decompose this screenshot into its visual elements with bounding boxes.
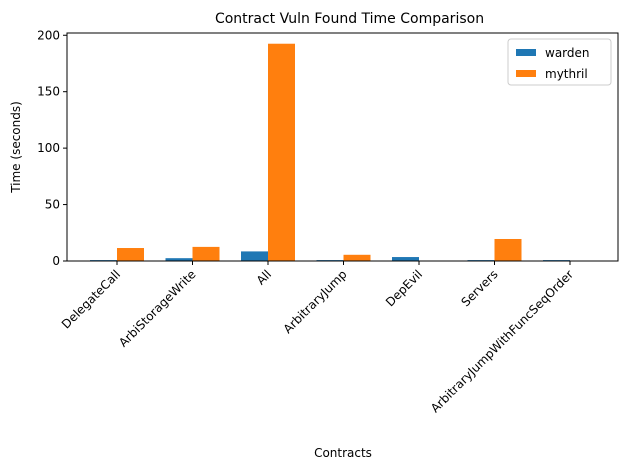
legend-label-warden: warden [545,46,590,60]
legend-label-mythril: mythril [545,67,588,81]
bar-mythril-arbistoragewrite [192,246,220,261]
x-tick-label-arbitraryjumpwithfuncseqorder: ArbitraryJumpWithFuncSeqOrder [428,267,576,415]
y-tick-label: 200 [37,28,60,42]
plot-frame [66,32,619,262]
y-tick-label: 100 [37,141,60,155]
x-tick-label-delegatecall: DelegateCall [59,267,123,331]
legend-swatch-warden [516,49,536,56]
y-tick-label: 150 [37,85,60,99]
legend: warden mythril [507,38,612,86]
y-axis-label: Time (seconds) [9,101,23,194]
x-tick-label-arbitraryjump: ArbitraryJump [281,267,350,336]
y-tick-label: 50 [45,198,60,212]
bar-warden-arbistoragewrite [165,258,193,261]
y-tick-label: 0 [52,254,60,268]
bar-mythril-delegatecall [117,248,144,261]
x-axis-label: Contracts [314,446,372,460]
bar-warden-all [241,251,268,261]
bar-mythril-servers [494,238,522,261]
chart-title: Contract Vuln Found Time Comparison [215,11,484,27]
bar-warden-depevil [392,257,419,261]
x-tick-label-all: All [254,267,274,287]
x-tick-label-arbistoragewrite: ArbiStorageWrite [116,267,199,350]
legend-swatch-mythril [516,70,536,77]
x-tick-label-servers: Servers [458,267,500,309]
bar-mythril-arbitraryjump [343,254,371,261]
bar-mythril-all [268,43,295,261]
x-tick-label-depevil: DepEvil [383,267,425,309]
